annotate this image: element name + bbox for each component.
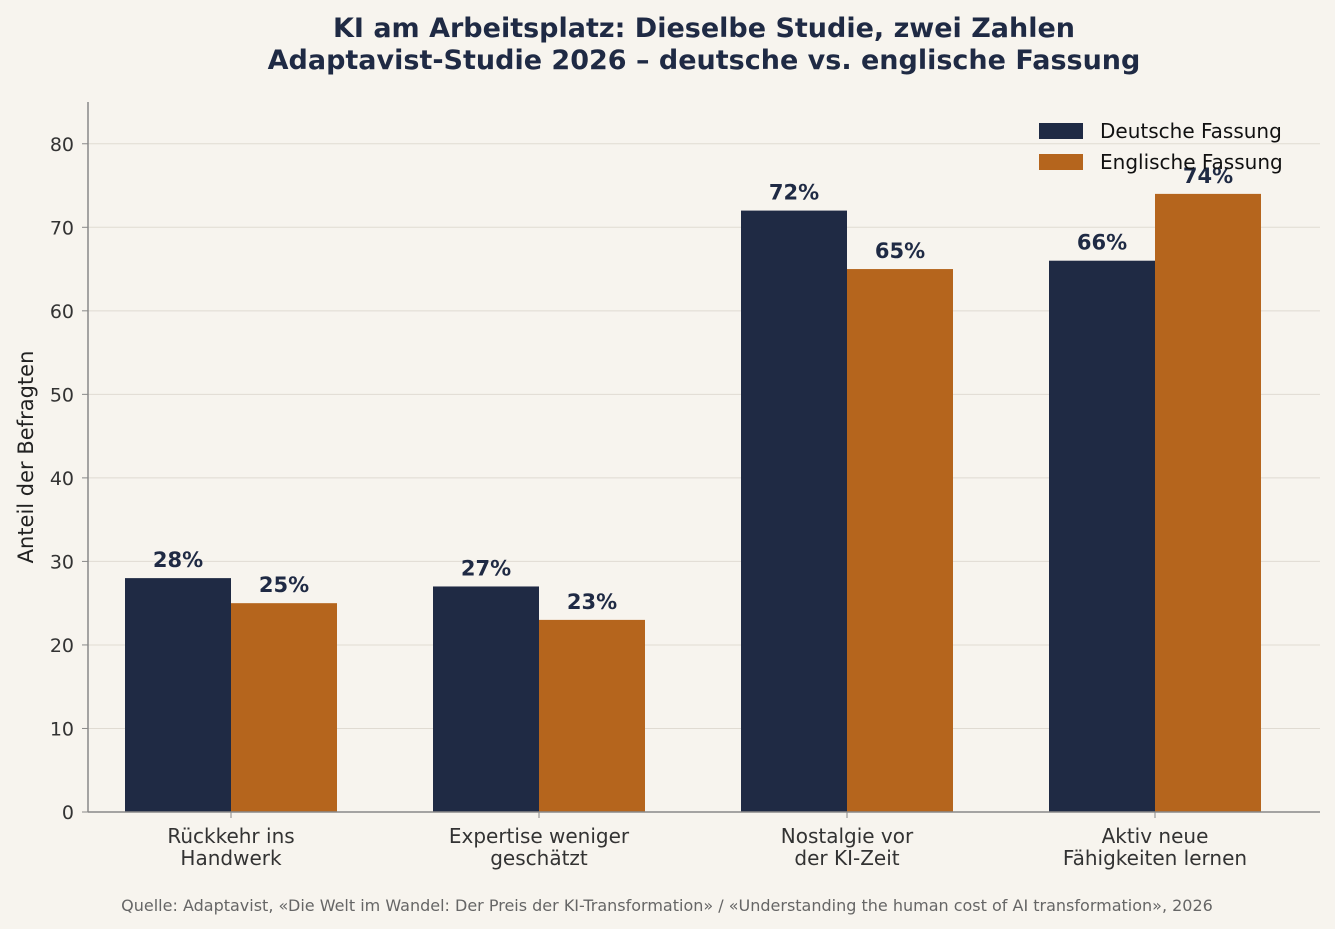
legend-entry: Deutsche Fassung xyxy=(1100,119,1282,143)
bar-englische-0 xyxy=(231,603,337,812)
bar-englische-3 xyxy=(1155,193,1261,813)
y-tick-label: 50 xyxy=(50,384,74,406)
y-tick-label: 40 xyxy=(50,468,74,490)
x-tick-label: der KI-Zeit xyxy=(794,846,899,870)
x-tick-label: Aktiv neue xyxy=(1102,824,1209,848)
y-tick-label: 60 xyxy=(50,301,74,323)
data-label: 66% xyxy=(1077,231,1127,255)
bar-deutsche-1 xyxy=(433,586,539,812)
data-label: 23% xyxy=(567,590,617,614)
chart-title: KI am Arbeitsplatz: Dieselbe Studie, zwe… xyxy=(333,13,1075,44)
data-label: 65% xyxy=(875,239,925,263)
data-label: 27% xyxy=(461,556,511,580)
y-axis: 0 10 20 30 40 50 60 70 80 xyxy=(50,102,89,824)
chart-subtitle: Adaptavist-Studie 2026 – deutsche vs. en… xyxy=(268,45,1141,76)
bar-englische-1 xyxy=(539,619,645,812)
bar-englische-2 xyxy=(847,269,953,812)
bar-deutsche-3 xyxy=(1049,260,1155,812)
x-tick-label: Expertise weniger xyxy=(449,824,630,848)
data-label: 72% xyxy=(769,181,819,205)
data-label: 74% xyxy=(1183,164,1233,188)
bar-deutsche-2 xyxy=(741,210,847,812)
y-axis-title: Anteil der Befragten xyxy=(14,351,38,564)
legend: Deutsche Fassung Englische Fassung xyxy=(1039,119,1283,174)
bars: 28% 25% 27% 23% 72% 65% 66% 74% xyxy=(125,164,1261,813)
y-tick-label: 30 xyxy=(50,551,74,573)
x-tick-label: Fähigkeiten lernen xyxy=(1063,846,1247,870)
x-tick-label: Handwerk xyxy=(180,846,282,870)
y-tick-label: 70 xyxy=(50,217,74,239)
data-label: 25% xyxy=(259,573,309,597)
data-label: 28% xyxy=(153,548,203,572)
y-tick-label: 80 xyxy=(50,134,74,156)
x-tick-label: Rückkehr ins xyxy=(167,824,294,848)
x-tick-label: Nostalgie vor xyxy=(781,824,914,848)
legend-swatch xyxy=(1039,123,1083,139)
source-note: Quelle: Adaptavist, «Die Welt im Wandel:… xyxy=(121,896,1213,915)
legend-entry: Englische Fassung xyxy=(1100,150,1283,174)
y-tick-label: 0 xyxy=(62,802,74,824)
legend-swatch xyxy=(1039,154,1083,170)
y-tick-label: 10 xyxy=(50,718,74,740)
x-tick-label: geschätzt xyxy=(490,846,588,870)
bar-deutsche-0 xyxy=(125,578,231,812)
y-tick-label: 20 xyxy=(50,635,74,657)
